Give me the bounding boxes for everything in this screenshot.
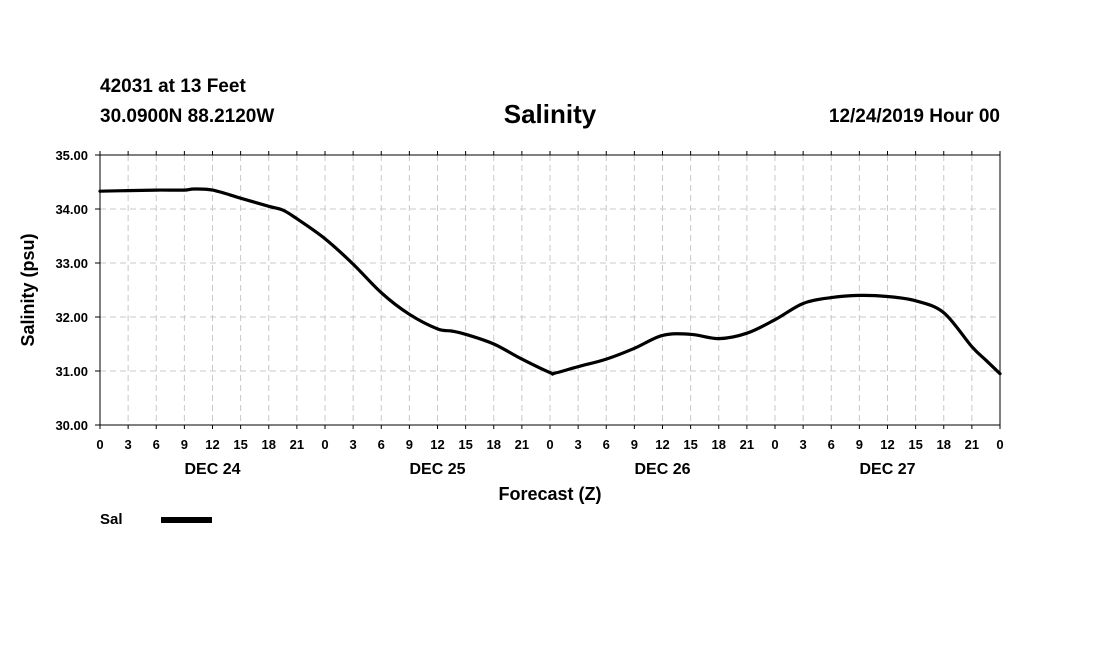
y-tick-labels: 30.00 31.00 32.00 33.00 34.00 35.00 [55,148,88,433]
legend-label-sal: Sal [100,511,123,528]
y-tick-label: 31.00 [55,364,88,379]
x-tick-label: 21 [965,437,979,452]
x-tick-label: 0 [321,437,328,452]
x-tick-label: 21 [515,437,529,452]
x-tick-label: 12 [205,437,219,452]
x-tick-label: 12 [880,437,894,452]
x-tick-label: 15 [683,437,697,452]
y-axis-title: Salinity (psu) [18,233,38,346]
x-tick-label: 21 [740,437,754,452]
day-label: DEC 27 [859,461,915,478]
legend: Sal [100,511,212,528]
day-labels: DEC 24 DEC 25 DEC 26 DEC 27 [184,461,915,478]
x-tick-label: 0 [996,437,1003,452]
x-tick-label: 18 [262,437,276,452]
x-tick-label: 18 [712,437,726,452]
x-tick-labels: 0 3 6 9 12 15 18 21 0 3 6 9 12 15 18 21 0 3 6 9 12 15 18 21 0 3 6 9… [96,437,1003,452]
x-tick-label: 15 [233,437,247,452]
day-label: DEC 25 [409,461,465,478]
x-tick-label: 3 [125,437,132,452]
y-tick-label: 34.00 [55,202,88,217]
x-tick-label: 21 [290,437,304,452]
x-tick-label: 9 [181,437,188,452]
axis-ticks [95,151,1001,429]
x-tick-label: 9 [856,437,863,452]
grid-lines [100,155,1000,425]
x-tick-label: 15 [908,437,922,452]
x-tick-label: 12 [655,437,669,452]
day-label: DEC 24 [184,461,240,478]
x-tick-label: 6 [153,437,160,452]
station-coordinates: 30.0900N 88.2120W [100,106,275,127]
x-tick-label: 9 [406,437,413,452]
chart-title-text: Salinity [503,99,597,129]
forecast-datetime: 12/24/2019 Hour 00 [828,106,1000,127]
x-tick-label: 12 [430,437,444,452]
x-tick-label: 18 [937,437,951,452]
salinity-series-line [98,187,1002,376]
x-axis-title: Forecast (Z) [498,484,601,504]
x-tick-label: 15 [458,437,472,452]
x-tick-label: 6 [378,437,385,452]
x-tick-label: 18 [487,437,501,452]
x-tick-label: 3 [575,437,582,452]
y-tick-label: 33.00 [55,256,88,271]
x-tick-label: 0 [546,437,553,452]
station-depth-label: 42031 at 13 Feet [100,76,246,97]
x-tick-label: 3 [350,437,357,452]
x-tick-label: 6 [828,437,835,452]
x-tick-label: 0 [96,437,103,452]
y-tick-label: 32.00 [55,310,88,325]
x-tick-label: 9 [631,437,638,452]
x-tick-label: 3 [800,437,807,452]
y-tick-label: 30.00 [55,418,88,433]
chart-title: Salinity [0,99,1100,130]
x-tick-label: 6 [603,437,610,452]
day-label: DEC 26 [634,461,690,478]
x-tick-label: 0 [771,437,778,452]
y-tick-label: 35.00 [55,148,88,163]
